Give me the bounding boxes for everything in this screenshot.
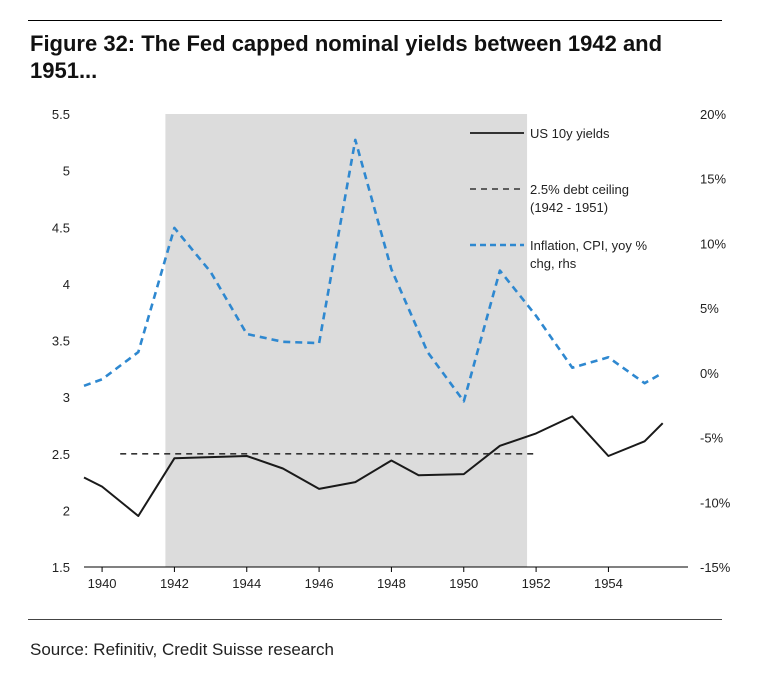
y-right-tick-label: 10% bbox=[700, 236, 726, 251]
x-tick-label: 1952 bbox=[522, 576, 551, 591]
y-right-tick-label: 15% bbox=[700, 172, 726, 187]
y-left-tick-label: 3 bbox=[63, 390, 70, 405]
y-right-tick-label: 20% bbox=[700, 107, 726, 122]
series-line-0 bbox=[83, 415, 664, 517]
y-left-tick-label: 2.5 bbox=[52, 447, 70, 462]
legend-label-1: 2.5% debt ceiling bbox=[530, 182, 629, 197]
series-line-2 bbox=[83, 138, 664, 403]
y-right-tick-label: 5% bbox=[700, 301, 719, 316]
y-right-tick-label: 0% bbox=[700, 366, 719, 381]
y-left-tick-label: 1.5 bbox=[52, 560, 70, 575]
y-right-tick-label: -5% bbox=[700, 431, 724, 446]
legend-label-2: chg, rhs bbox=[530, 256, 577, 271]
chart-canvas: 1940 1942 1944 1946 1948 1950 1952 1954 1.5 2 2.5 3… bbox=[52, 107, 731, 591]
y-left-tick-label: 5 bbox=[63, 164, 70, 179]
x-tick-label: 1946 bbox=[305, 576, 334, 591]
y-left-tick-label: 4.5 bbox=[52, 220, 70, 235]
x-tick-label: 1940 bbox=[88, 576, 117, 591]
x-tick-label: 1954 bbox=[594, 576, 623, 591]
legend-label-0: US 10y yields bbox=[530, 126, 610, 141]
y-right-tick-label: -15% bbox=[700, 560, 731, 575]
chart-title: Figure 32: The Fed capped nominal yields… bbox=[30, 31, 663, 83]
legend-label-1: (1942 - 1951) bbox=[530, 200, 608, 215]
footer-rule bbox=[28, 619, 722, 620]
y-left-tick-label: 4 bbox=[63, 277, 70, 292]
source-note: Source: Refinitiv, Credit Suisse researc… bbox=[30, 640, 334, 659]
y-left-tick-label: 3.5 bbox=[52, 334, 70, 349]
x-tick-label: 1948 bbox=[377, 576, 406, 591]
x-tick-label: 1942 bbox=[160, 576, 189, 591]
y-left-tick-label: 5.5 bbox=[52, 107, 70, 122]
shaded-period bbox=[165, 114, 528, 567]
title-rule bbox=[28, 20, 722, 21]
x-tick-label: 1950 bbox=[449, 576, 478, 591]
y-left-tick-label: 2 bbox=[63, 503, 70, 518]
x-tick-label: 1944 bbox=[232, 576, 261, 591]
legend-label-2: Inflation, CPI, yoy % bbox=[530, 238, 647, 253]
y-right-tick-label: -10% bbox=[700, 495, 731, 510]
